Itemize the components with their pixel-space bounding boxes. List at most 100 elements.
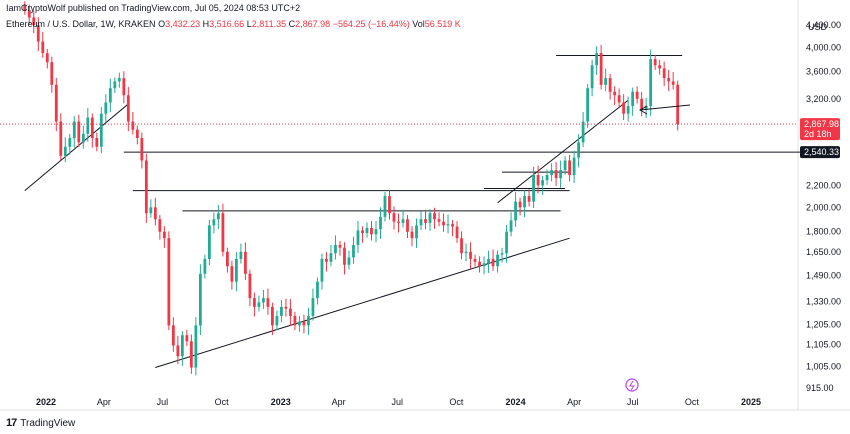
candle-body	[158, 219, 162, 232]
change-value: −564.25 (−16.44%)	[332, 19, 410, 29]
candle-body	[334, 244, 337, 254]
candle-body	[122, 78, 126, 96]
candle-body	[203, 258, 207, 274]
symbol-name[interactable]: Ethereum / U.S. Dollar, 1W, KRAKEN	[6, 19, 156, 29]
time-tick-label: Oct	[215, 397, 230, 407]
candle-body	[586, 88, 590, 122]
candle-body	[604, 78, 608, 85]
candle-body	[523, 196, 526, 208]
candles	[23, 1, 680, 376]
candle-body	[194, 325, 198, 368]
candle-body	[415, 225, 418, 239]
price-tick-label: 1,330.00	[806, 297, 841, 307]
candle-body	[77, 121, 81, 143]
candle-body	[662, 68, 666, 79]
candle-body	[266, 298, 270, 307]
trendline	[24, 103, 129, 192]
time-axis[interactable]: 2022 Apr Jul Oct 2023 Apr Jul Oct 2024 Apr Jul Oct 2…	[36, 397, 761, 407]
candle-body	[329, 253, 333, 262]
candle-body	[491, 258, 495, 267]
candle-body	[374, 229, 378, 235]
candle-body	[45, 53, 49, 63]
candle-body	[347, 257, 351, 265]
candle-body	[338, 244, 342, 248]
price-axis[interactable]: USD 915.00 1,005.00 1,105.00 1,205.00 1,330.…	[806, 20, 841, 393]
time-tick-label: 2022	[36, 397, 56, 407]
high-label: H	[202, 19, 210, 29]
chart-grid	[0, 0, 850, 411]
annotation-arrow-shaft	[639, 104, 691, 111]
time-tick-label: Jul	[157, 397, 169, 407]
annotation-arrow-head	[638, 105, 648, 115]
candle-body	[126, 95, 130, 122]
price-tick-label: 1,005.00	[806, 361, 841, 371]
candle-body	[239, 251, 243, 259]
candle-body	[608, 78, 612, 92]
candle-body	[153, 207, 157, 220]
open-value: 3,432.23	[165, 19, 201, 29]
time-tick-label: Oct	[685, 397, 700, 407]
candle-body	[514, 201, 517, 221]
candle-body	[311, 298, 315, 316]
candle-body	[221, 213, 225, 252]
candle-body	[316, 281, 319, 299]
candle-body	[50, 62, 54, 85]
candle-body	[257, 302, 261, 307]
candle-body	[171, 325, 175, 346]
candle-body	[455, 226, 459, 239]
candle-body	[442, 221, 445, 226]
candle-body	[406, 219, 409, 232]
lightning-icon	[629, 380, 635, 391]
candle-body	[298, 321, 301, 326]
candle-body	[356, 230, 360, 245]
trendline	[155, 237, 570, 368]
candle-body	[667, 78, 671, 82]
candle-body	[496, 254, 499, 267]
open-label: O	[158, 19, 166, 29]
candle-body	[275, 315, 279, 326]
candle-body	[198, 273, 202, 326]
candle-body	[572, 157, 576, 176]
candle-body	[617, 95, 621, 103]
time-tick-label: 2025	[741, 397, 761, 407]
candle-body	[81, 133, 85, 143]
candle-body	[235, 258, 238, 282]
candle-body	[320, 258, 324, 282]
low-value: 2,811.35	[251, 19, 287, 29]
publisher-caption: IamCryptoWolf published on TradingView.c…	[6, 3, 301, 13]
candle-body	[225, 251, 229, 267]
candle-body	[32, 17, 36, 26]
candle-body	[253, 298, 256, 307]
candle-body	[99, 113, 103, 147]
price-tick-label: 3,600.00	[806, 67, 841, 77]
candle-body	[473, 258, 477, 262]
candle-body	[509, 220, 513, 232]
candle-body	[671, 81, 675, 85]
candle-body	[284, 306, 288, 309]
candle-body	[545, 175, 549, 181]
candle-body	[343, 247, 346, 265]
price-tick-label: 4,400.00	[806, 20, 841, 30]
candle-body	[527, 196, 531, 202]
price-tags: 2,867.98 2d 18h 2,540.33	[800, 118, 840, 159]
tradingview-logo[interactable]: 17 TradingView	[6, 417, 75, 429]
candle-body	[487, 258, 490, 264]
candle-body	[86, 117, 90, 134]
candle-body	[613, 91, 617, 96]
time-tick-label: Apr	[97, 397, 111, 407]
candle-body	[289, 308, 292, 316]
candle-body	[437, 219, 441, 222]
candle-body	[599, 53, 603, 85]
candle-body	[635, 91, 639, 99]
candle-body	[41, 41, 45, 54]
candle-body	[482, 263, 486, 267]
price-tick-label: 1,490.00	[806, 270, 841, 280]
candle-body	[410, 231, 414, 239]
time-tick-label: Jul	[627, 397, 639, 407]
candle-body	[640, 98, 644, 110]
candle-body	[271, 306, 274, 326]
candle-body	[532, 175, 535, 202]
candle-body	[27, 10, 31, 18]
annotations	[625, 104, 691, 392]
